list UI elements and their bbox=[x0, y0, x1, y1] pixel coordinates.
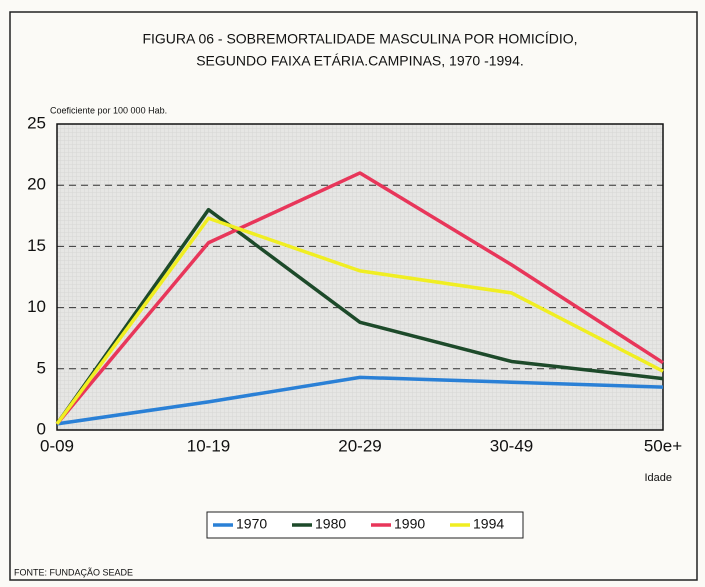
x-tick-label: 50e+ bbox=[644, 436, 682, 455]
frame bbox=[9, 11, 698, 581]
y-tick-label: 20 bbox=[27, 175, 46, 194]
series-line bbox=[56, 375, 664, 426]
legend-label: 1970 bbox=[236, 516, 267, 532]
y-tick-label: 15 bbox=[27, 236, 46, 255]
legend bbox=[206, 511, 524, 539]
chart-title: SEGUNDO FAIXA ETÁRIA.CAMPINAS, 1970 -199… bbox=[196, 53, 524, 69]
x-axis-label: Idade bbox=[644, 472, 672, 484]
chart-title: FIGURA 06 - SOBREMORTALIDADE MASCULINA P… bbox=[142, 31, 577, 47]
x-tick-label: 20-29 bbox=[338, 436, 381, 455]
x-tick-label: 0-09 bbox=[40, 436, 74, 455]
plot-border bbox=[56, 123, 664, 431]
source: FONTE: FUNDAÇÃO SEADE bbox=[14, 567, 133, 577]
legend-label: 1994 bbox=[473, 516, 504, 532]
series-line bbox=[55, 171, 664, 426]
x-tick-label: 10-19 bbox=[187, 436, 230, 455]
y-axis-label: Coeficiente por 100 000 Hab. bbox=[50, 105, 167, 115]
series-line bbox=[55, 207, 664, 425]
x-tick-label: 30-49 bbox=[490, 436, 533, 455]
y-tick-label: 5 bbox=[37, 358, 46, 377]
y-tick-label: 25 bbox=[27, 113, 46, 132]
y-tick-label: 10 bbox=[27, 297, 46, 316]
series-line bbox=[55, 216, 664, 425]
y-tick-label: 0 bbox=[37, 419, 46, 438]
legend-label: 1990 bbox=[394, 516, 425, 532]
legend-label: 1980 bbox=[315, 516, 346, 532]
